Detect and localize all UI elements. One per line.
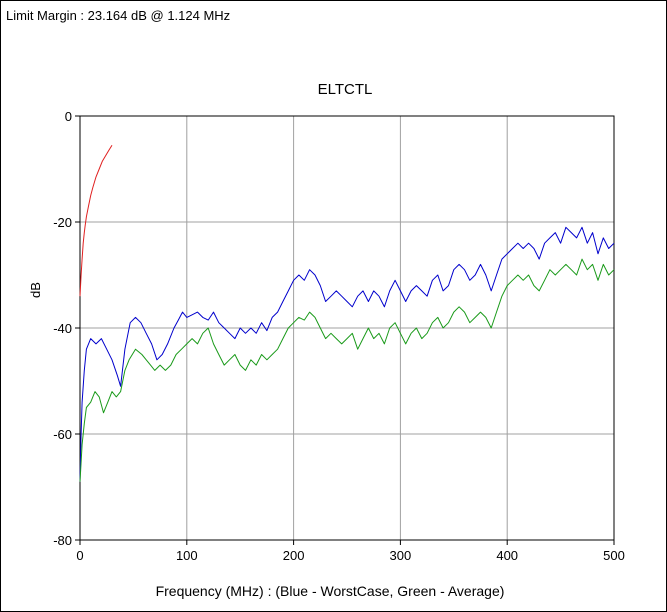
- x-tick-label: 0: [76, 548, 83, 563]
- y-tick-label: -40: [53, 321, 72, 336]
- y-axis-label: dB: [28, 282, 43, 298]
- x-axis-ticks: 0 100 200 300 400 500: [76, 540, 625, 563]
- y-tick-label: -80: [53, 533, 72, 548]
- limit-margin-label: Limit Margin : 23.164 dB @ 1.124 MHz: [6, 8, 231, 23]
- series-line-red: [79, 144, 113, 297]
- y-axis-ticks: 0 -20 -40 -60 -80: [53, 109, 80, 548]
- x-tick-label: 100: [176, 548, 198, 563]
- series-line-blue: [79, 226, 615, 482]
- chart-title: ELTCTL: [318, 81, 373, 98]
- x-axis-label: Frequency (MHz) : (Blue - WorstCase, Gre…: [156, 583, 505, 599]
- x-tick-label: 500: [603, 548, 625, 563]
- grid: [80, 116, 614, 540]
- x-tick-label: 200: [283, 548, 305, 563]
- y-tick-label: -60: [53, 427, 72, 442]
- y-tick-label: 0: [65, 109, 72, 124]
- y-tick-label: -20: [53, 215, 72, 230]
- series-line-green: [79, 258, 615, 482]
- series-group: [79, 144, 615, 482]
- x-tick-label: 400: [496, 548, 518, 563]
- x-tick-label: 300: [390, 548, 412, 563]
